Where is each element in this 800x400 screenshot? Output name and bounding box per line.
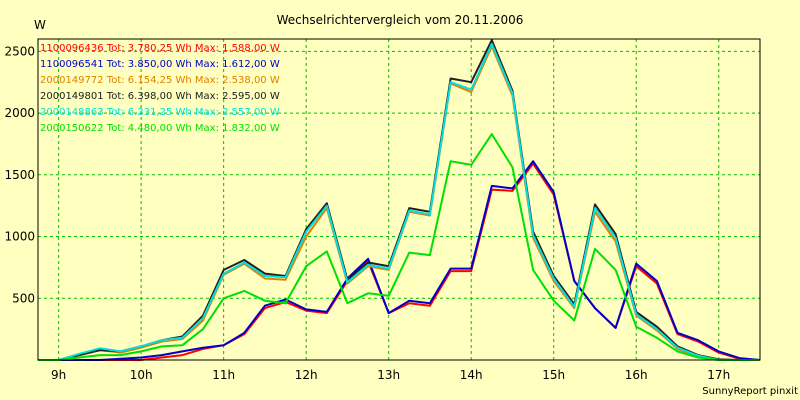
legend-entry-1: 1100096436 Tot: 3.780,25 Wh Max: 1.588,0… bbox=[40, 43, 280, 54]
y-tick-label: 2500 bbox=[4, 44, 35, 58]
series-lines bbox=[38, 39, 761, 361]
x-tick-label: 13h bbox=[377, 368, 400, 382]
y-axis-ticks: 500 1000 1500 2000 2500 bbox=[4, 44, 35, 305]
y-tick-label: 2000 bbox=[4, 106, 35, 120]
y-tick-label: 1500 bbox=[4, 168, 35, 182]
plot-frame bbox=[37, 38, 761, 361]
x-tick-label: 14h bbox=[460, 368, 483, 382]
x-tick-label: 10h bbox=[130, 368, 153, 382]
x-tick-label: 11h bbox=[212, 368, 235, 382]
y-axis-unit-label: W bbox=[34, 18, 46, 32]
legend-entry-4: 2000149801 Tot: 6.398,00 Wh Max: 2.595,0… bbox=[40, 91, 280, 102]
series-line-1 bbox=[38, 162, 761, 361]
legend-entry-3: 2000149772 Tot: 6.154,25 Wh Max: 2.538,0… bbox=[40, 75, 280, 86]
y-tick-label: 500 bbox=[12, 291, 35, 305]
series-line-5 bbox=[38, 42, 760, 361]
x-tick-label: 12h bbox=[295, 368, 318, 382]
x-axis-ticks: 9h 10h 11h 12h 13h 14h 15h 16h 17h bbox=[51, 368, 730, 382]
x-tick-label: 17h bbox=[707, 368, 730, 382]
x-tick-label: 15h bbox=[542, 368, 565, 382]
series-line-2 bbox=[38, 160, 761, 361]
grid bbox=[38, 39, 760, 360]
footer-credit: SunnyReport pinxit bbox=[702, 386, 798, 397]
chart-title: Wechselrichtervergleich vom 20.11.2006 bbox=[277, 13, 524, 27]
legend: 1100096436 Tot: 3.780,25 Wh Max: 1.588,0… bbox=[40, 43, 280, 134]
x-tick-label: 9h bbox=[51, 368, 66, 382]
legend-entry-2: 1100096541 Tot: 3.850,00 Wh Max: 1.612,0… bbox=[40, 59, 280, 70]
x-tick-label: 16h bbox=[625, 368, 648, 382]
legend-entry-6: 2000150622 Tot: 4.480,00 Wh Max: 1.832,0… bbox=[40, 123, 280, 134]
legend-entry-5: 2000148863 Tot: 6.231,25 Wh Max: 2.557,0… bbox=[40, 107, 280, 118]
series-line-4 bbox=[38, 39, 760, 361]
series-line-6 bbox=[38, 133, 760, 361]
y-tick-label: 1000 bbox=[4, 230, 35, 244]
